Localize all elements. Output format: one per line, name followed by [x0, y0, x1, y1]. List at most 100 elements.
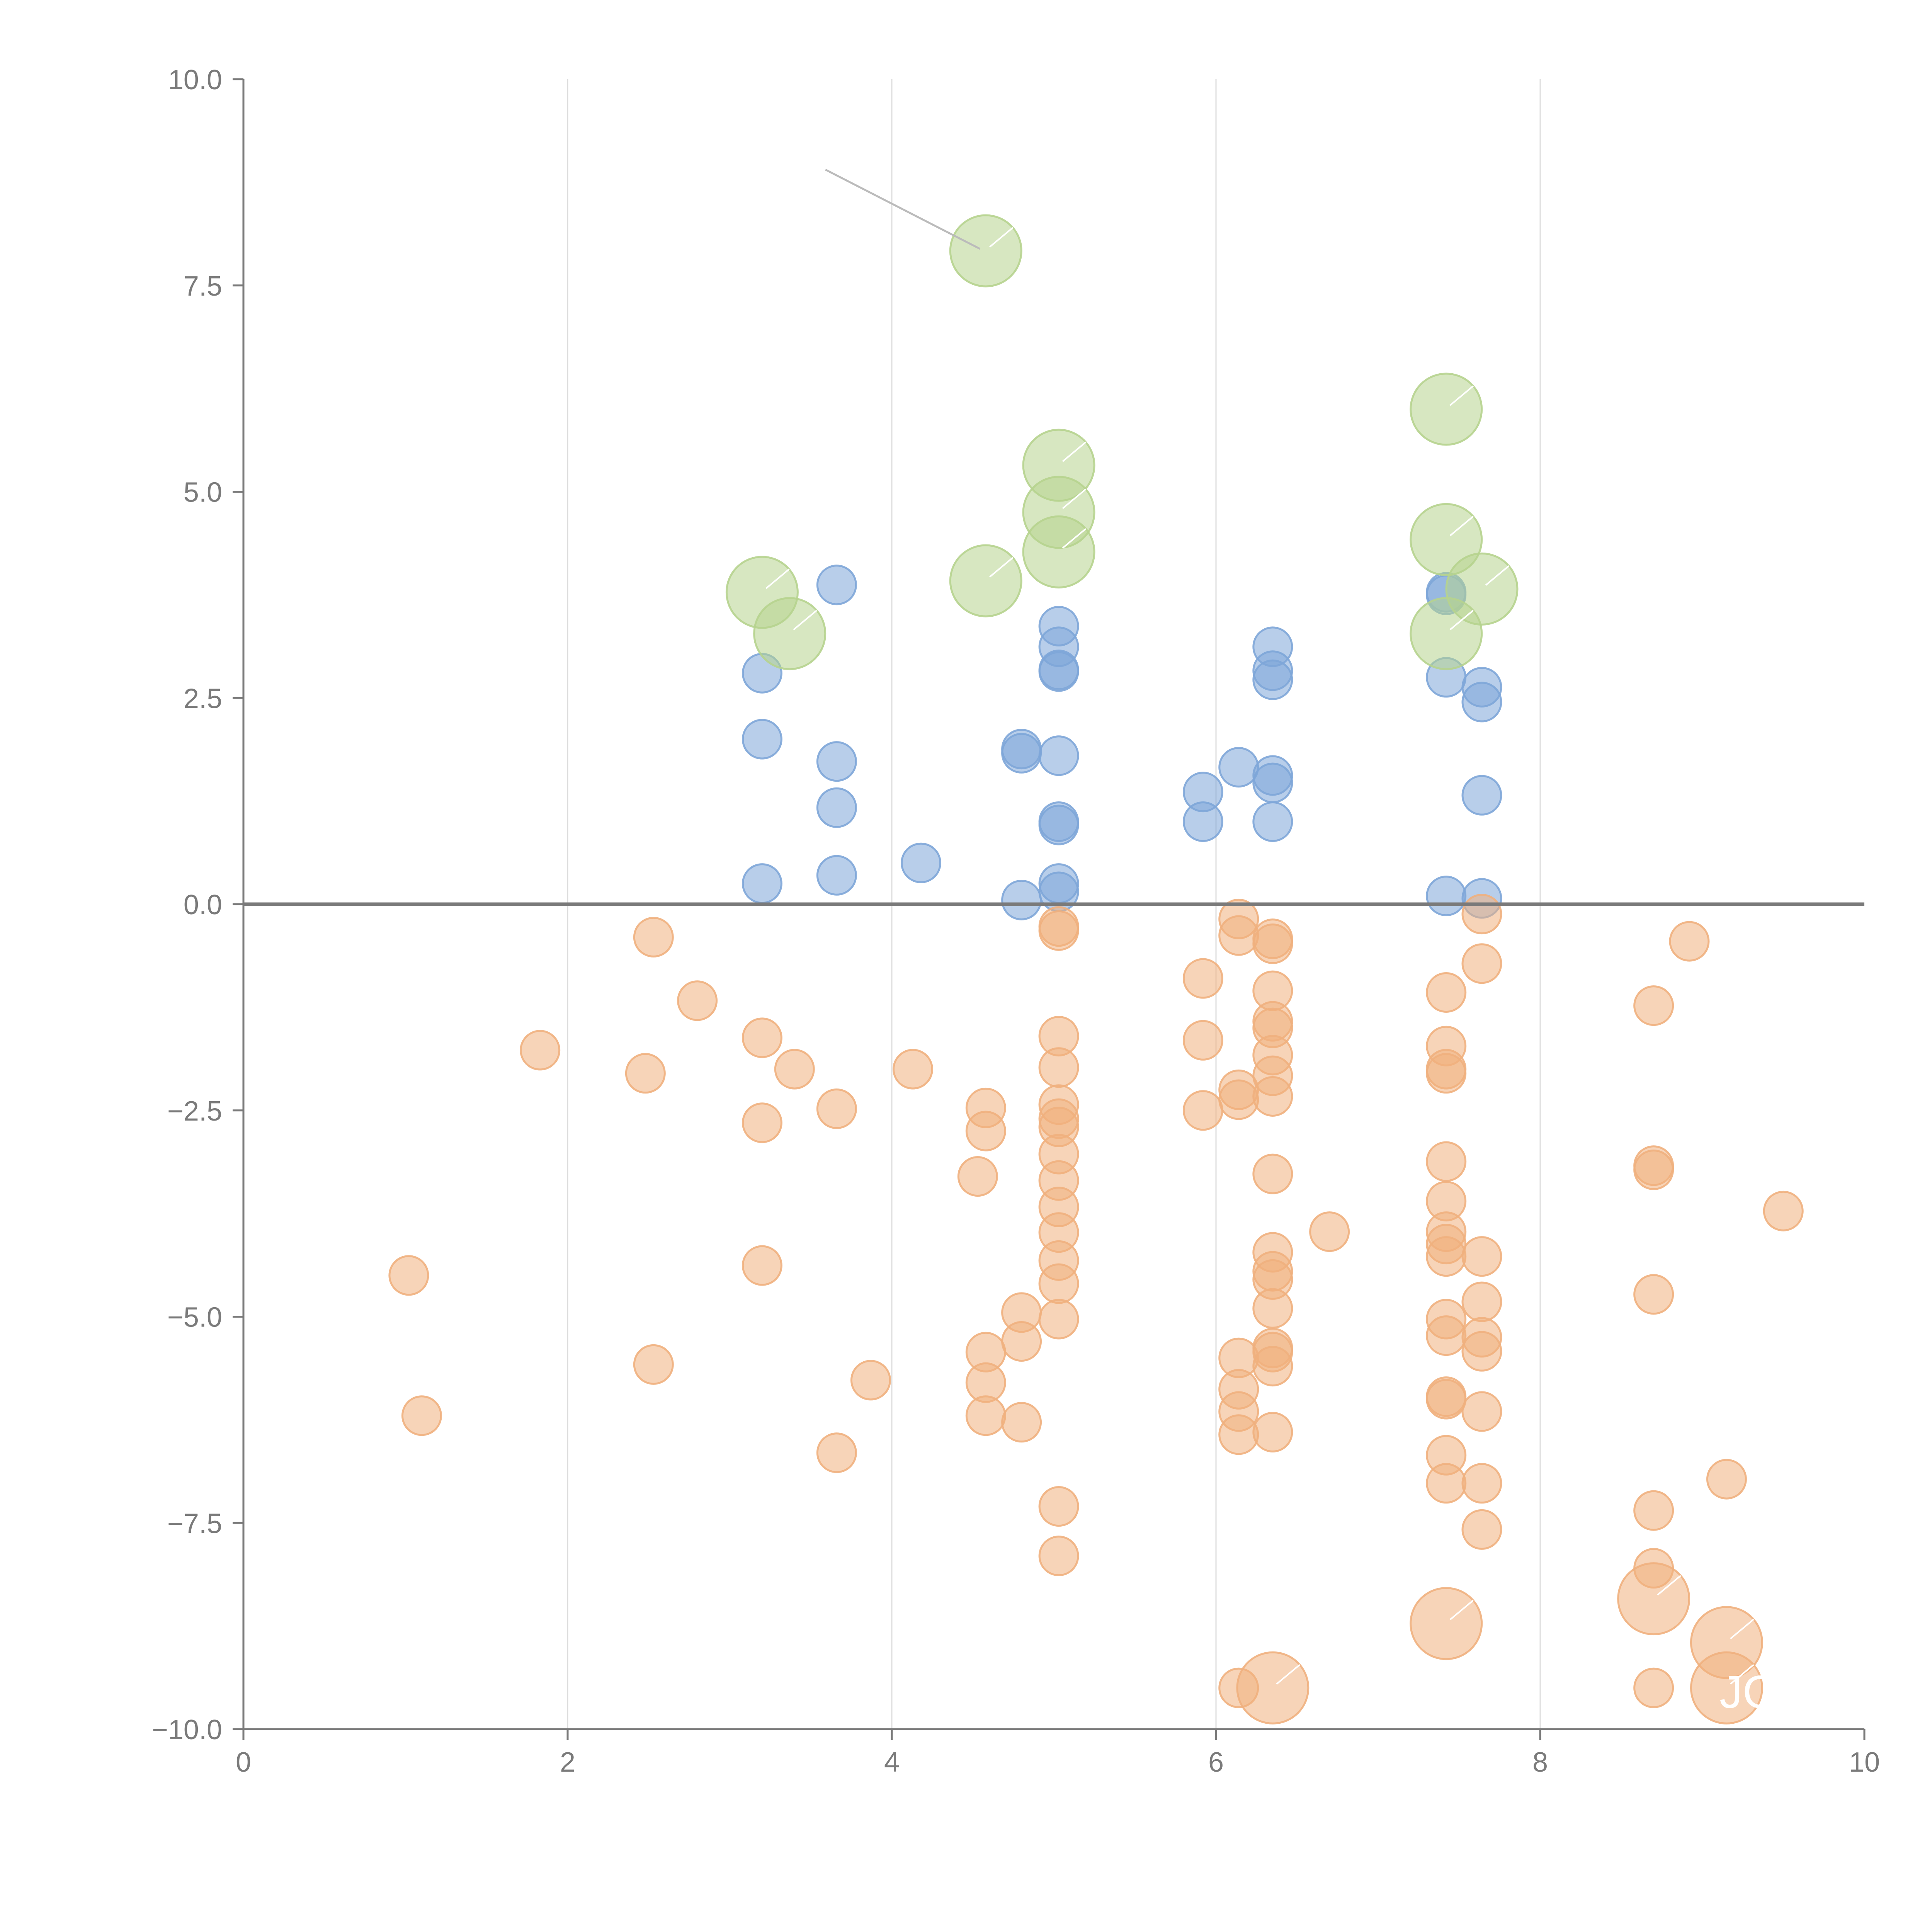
point-negative-22 — [1002, 1322, 1041, 1361]
point-negative-93 — [1463, 1510, 1501, 1549]
point-highlight-6 — [950, 545, 1021, 616]
point-negative-2 — [521, 1031, 560, 1070]
point-negative-14 — [894, 1050, 932, 1088]
point-negative-67 — [1253, 1347, 1292, 1386]
point-highlight-10 — [1411, 598, 1482, 669]
point-negative-68 — [1253, 1413, 1292, 1451]
point-negative-90 — [1463, 1332, 1501, 1371]
point-negative-91 — [1463, 1392, 1501, 1431]
y-tick-label-2: 5.0 — [184, 477, 222, 508]
point-negative-92 — [1463, 1464, 1501, 1503]
point-positive-4 — [817, 788, 856, 827]
point-highlight-9 — [754, 598, 825, 669]
x-tick-label-10: 10 — [1849, 1747, 1880, 1778]
point-negative-96 — [1634, 1150, 1673, 1189]
point-negative-17 — [966, 1112, 1005, 1150]
point-negative-25 — [1039, 911, 1078, 950]
point-negative-44 — [1219, 916, 1258, 955]
point-negative-9 — [743, 1246, 781, 1285]
point-negative-5 — [634, 1345, 673, 1384]
point-negative-74 — [1427, 1142, 1466, 1181]
point-highlight-12 — [1618, 1563, 1689, 1634]
point-negative-73 — [1427, 1054, 1466, 1093]
point-negative-41 — [1184, 1021, 1222, 1060]
point-negative-102 — [1707, 1460, 1746, 1498]
point-positive-12 — [1039, 864, 1078, 903]
point-negative-3 — [626, 1054, 665, 1093]
point-negative-94 — [1634, 986, 1673, 1025]
y-tick-label-5: −2.5 — [167, 1096, 222, 1127]
point-negative-53 — [1253, 924, 1292, 963]
point-negative-11 — [817, 1089, 856, 1128]
point-positive-22 — [1219, 748, 1258, 787]
point-negative-37 — [1039, 1300, 1078, 1338]
point-negative-80 — [1427, 1316, 1466, 1355]
point-negative-97 — [1634, 1275, 1673, 1314]
point-negative-7 — [743, 1019, 781, 1057]
x-tick-label-8: 8 — [1532, 1747, 1548, 1778]
point-positive-6 — [817, 566, 856, 604]
annotation-label-jo: JO — [1719, 1666, 1779, 1718]
x-tick-label-6: 6 — [1208, 1747, 1224, 1778]
x-tick-label-4: 4 — [884, 1747, 900, 1778]
point-positive-28 — [1253, 628, 1292, 666]
point-negative-84 — [1427, 1464, 1466, 1503]
point-negative-50 — [1219, 1415, 1258, 1454]
data-points — [389, 215, 1803, 1723]
y-tick-label-7: −7.5 — [167, 1508, 222, 1539]
point-negative-98 — [1634, 1491, 1673, 1530]
point-negative-36 — [1039, 1264, 1078, 1303]
point-negative-6 — [678, 981, 717, 1020]
y-tick-label-1: 7.5 — [184, 271, 222, 302]
point-negative-38 — [1039, 1487, 1078, 1526]
point-negative-70 — [1427, 973, 1466, 1012]
point-highlight-15 — [1237, 1652, 1308, 1723]
y-tick-label-4: 0.0 — [184, 889, 222, 920]
point-positive-34 — [1463, 776, 1501, 815]
point-negative-1 — [402, 1396, 441, 1435]
point-negative-100 — [1634, 1668, 1673, 1707]
point-negative-69 — [1310, 1213, 1349, 1251]
y-tick-label-0: 10.0 — [168, 65, 222, 95]
point-positive-19 — [1039, 607, 1078, 646]
point-negative-82 — [1427, 1380, 1466, 1418]
point-highlight-4 — [1023, 516, 1094, 587]
point-positive-5 — [817, 742, 856, 781]
point-positive-23 — [1253, 803, 1292, 841]
y-tick-label-3: 2.5 — [184, 683, 222, 714]
point-negative-46 — [1219, 1080, 1258, 1119]
point-highlight-1 — [1411, 374, 1482, 445]
point-negative-88 — [1463, 1282, 1501, 1321]
point-negative-4 — [634, 918, 673, 956]
point-positive-10 — [1002, 730, 1041, 769]
point-negative-39 — [1039, 1537, 1078, 1575]
point-negative-12 — [817, 1434, 856, 1472]
point-negative-103 — [1764, 1192, 1803, 1230]
point-positive-3 — [817, 856, 856, 895]
point-positive-15 — [1039, 736, 1078, 775]
point-positive-25 — [1253, 756, 1292, 795]
point-positive-8 — [1002, 881, 1041, 919]
point-negative-101 — [1670, 922, 1709, 961]
point-positive-36 — [1463, 668, 1501, 706]
point-negative-13 — [851, 1361, 890, 1400]
point-negative-15 — [958, 1157, 997, 1196]
point-negative-85 — [1463, 895, 1501, 934]
point-positive-14 — [1039, 803, 1078, 841]
point-negative-78 — [1427, 1237, 1466, 1276]
point-positive-7 — [902, 844, 940, 882]
leader-line — [825, 170, 980, 249]
point-negative-27 — [1039, 1048, 1078, 1087]
x-tick-label-0: 0 — [236, 1747, 251, 1778]
point-positive-29 — [1427, 877, 1466, 915]
scatter-chart: 0 2 4 6 8 1010.07.55.02.50.0−2.5−5.0−7.5−10.0… — [0, 0, 1932, 1932]
point-highlight-0 — [950, 215, 1021, 286]
point-negative-20 — [966, 1396, 1005, 1435]
point-negative-60 — [1253, 1155, 1292, 1193]
axes: 0 2 4 6 8 10 10.0 7.5 5.0 2.5 0.0 −2.5 −5.0 −7.5 −10.0 — [152, 65, 1880, 1778]
y-tick-label-8: −10.0 — [152, 1714, 222, 1745]
point-negative-40 — [1184, 959, 1222, 998]
point-negative-86 — [1463, 944, 1501, 983]
point-negative-23 — [1002, 1403, 1041, 1442]
point-negative-42 — [1184, 1091, 1222, 1130]
